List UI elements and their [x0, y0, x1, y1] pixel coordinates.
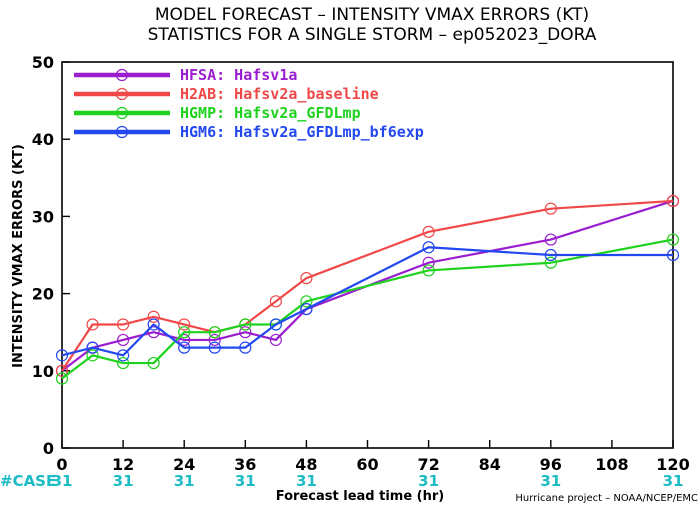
data-point: [239, 326, 252, 339]
legend-item: H2AB: Hafsv2a_baseline: [74, 85, 379, 103]
data-point: [666, 248, 680, 262]
case-count: 31: [113, 472, 134, 490]
legend-marker: [115, 125, 129, 139]
data-point: [86, 341, 99, 354]
data-point: [544, 202, 557, 215]
y-tick-label: 40: [32, 130, 54, 149]
x-tick-label: 12: [112, 455, 134, 474]
legend-label: HFSA: Hafsv1a: [180, 66, 297, 84]
data-point: [208, 341, 221, 354]
x-tick-label: 120: [656, 455, 689, 474]
series-2: [55, 233, 680, 385]
data-point: [422, 256, 435, 269]
legend-item: HFSA: Hafsv1a: [74, 66, 297, 84]
legend-marker: [115, 68, 129, 82]
data-point: [300, 295, 313, 308]
data-point: [300, 272, 313, 285]
data-point: [544, 233, 557, 246]
data-point: [147, 310, 160, 323]
data-point: [55, 349, 69, 362]
case-count: 31: [540, 472, 561, 490]
y-tick-label: 50: [32, 53, 54, 72]
data-point: [269, 295, 282, 308]
y-tick-label: 20: [32, 285, 54, 304]
data-point: [422, 264, 435, 277]
series-3: [55, 241, 680, 362]
legend-marker: [115, 87, 129, 101]
data-point: [300, 302, 313, 316]
case-label: #CASE: [0, 472, 56, 490]
chart-title: MODEL FORECAST – INTENSITY VMAX ERRORS (…: [155, 5, 589, 25]
x-tick-label: 108: [595, 455, 628, 474]
x-tick-label: 48: [295, 455, 317, 474]
data-point: [666, 194, 680, 208]
data-point: [239, 341, 252, 354]
case-count: 31: [418, 472, 439, 490]
x-axis-ticks: 0 12 24 36 48 60 72 84 96 108 120: [56, 440, 690, 474]
case-count: 31: [296, 472, 317, 490]
y-axis-label: INTENSITY VMAX ERRORS (KT): [11, 144, 26, 368]
data-point: [178, 333, 191, 347]
legend-label: HGMP: Hafsv2a_GFDLmp: [180, 104, 361, 122]
data-point: [178, 341, 191, 354]
case-count: 31: [174, 472, 195, 490]
data-point: [116, 349, 130, 362]
data-point: [422, 241, 435, 254]
data-point: [208, 333, 221, 347]
y-axis-ticks: 0 10 20 30 40 50: [32, 53, 70, 458]
x-tick-label: 72: [417, 455, 439, 474]
legend-item: HGM6: Hafsv2a_GFDLmp_bf6exp: [74, 123, 424, 141]
data-point: [116, 356, 130, 370]
data-point: [666, 233, 680, 246]
data-point: [239, 318, 252, 331]
legend-label: HGM6: Hafsv2a_GFDLmp_bf6exp: [180, 123, 424, 141]
series-line: [61, 246, 673, 357]
data-point: [544, 248, 557, 262]
x-tick-label: 36: [234, 455, 256, 474]
data-point: [86, 349, 99, 362]
x-tick-label: 60: [356, 455, 378, 474]
data-point: [116, 333, 130, 347]
x-tick-label: 24: [173, 455, 195, 474]
legend-label: H2AB: Hafsv2a_baseline: [180, 85, 379, 103]
data-point: [55, 372, 69, 385]
data-point: [147, 318, 160, 331]
y-tick-label: 10: [32, 362, 54, 381]
series-layer: [55, 194, 680, 385]
data-point: [178, 318, 191, 331]
data-point: [147, 356, 160, 370]
data-point: [86, 318, 99, 331]
data-point: [544, 256, 557, 269]
x-tick-label: 0: [56, 455, 67, 474]
data-point: [208, 326, 221, 339]
legend-item: HGMP: Hafsv2a_GFDLmp: [74, 104, 361, 122]
data-point: [116, 318, 130, 331]
case-count: 31: [235, 472, 256, 490]
x-tick-label: 84: [479, 455, 501, 474]
x-tick-label: 96: [540, 455, 562, 474]
case-count: 31: [663, 472, 684, 490]
chart-subtitle: STATISTICS FOR A SINGLE STORM – ep052023…: [148, 25, 597, 45]
y-tick-label: 0: [43, 439, 54, 458]
data-point: [422, 225, 435, 238]
data-point: [178, 326, 191, 339]
data-point: [55, 364, 69, 377]
data-point: [269, 318, 282, 331]
data-point: [147, 326, 160, 339]
legend-marker: [115, 106, 129, 120]
x-axis-label: Forecast lead time (hr): [276, 489, 444, 504]
credit-text: Hurricane project – NOAA/NCEP/EMC: [515, 493, 698, 504]
y-tick-label: 30: [32, 207, 54, 226]
case-count: 31: [52, 472, 73, 490]
data-point: [269, 333, 282, 347]
case-counts: 31 31 31 31 31 31 31 31: [52, 472, 684, 490]
